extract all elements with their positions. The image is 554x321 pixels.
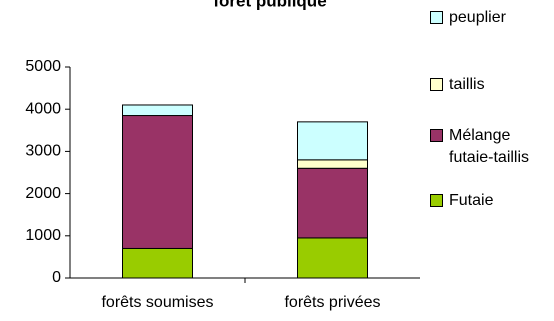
- legend-item: Futaie: [430, 190, 549, 212]
- legend-item: peuplier: [430, 7, 549, 29]
- bar-segment: [122, 115, 193, 249]
- legend-label: taillis: [449, 76, 485, 93]
- bar-segment: [122, 104, 193, 117]
- bar-segment: [122, 247, 193, 279]
- y-tick-label: 5000: [25, 58, 61, 75]
- chart-title: forêt publique: [213, 0, 326, 10]
- legend-label: peuplier: [449, 9, 506, 26]
- y-tick-label: 4000: [25, 100, 61, 117]
- bar-segment: [297, 237, 368, 279]
- y-tick-label: 3000: [25, 143, 61, 160]
- bar-segment: [297, 121, 368, 161]
- legend-swatch: [430, 78, 443, 91]
- y-tick-label: 1000: [25, 227, 61, 244]
- bar-segment: [297, 167, 368, 239]
- y-tick-label: 2000: [25, 185, 61, 202]
- legend-item: Mélange futaie-taillis: [430, 125, 549, 169]
- legend-label: Mélange futaie-taillis: [449, 127, 530, 166]
- legend-swatch: [430, 129, 443, 142]
- y-tick-label: 0: [52, 269, 61, 286]
- x-tick-label: forêts privées: [284, 294, 380, 311]
- x-tick-label: forêts soumises: [101, 294, 213, 311]
- legend-swatch: [430, 11, 443, 24]
- legend-item: taillis: [430, 74, 549, 96]
- legend-label: Futaie: [449, 192, 494, 209]
- bar-segment: [297, 159, 368, 169]
- legend-swatch: [430, 194, 443, 207]
